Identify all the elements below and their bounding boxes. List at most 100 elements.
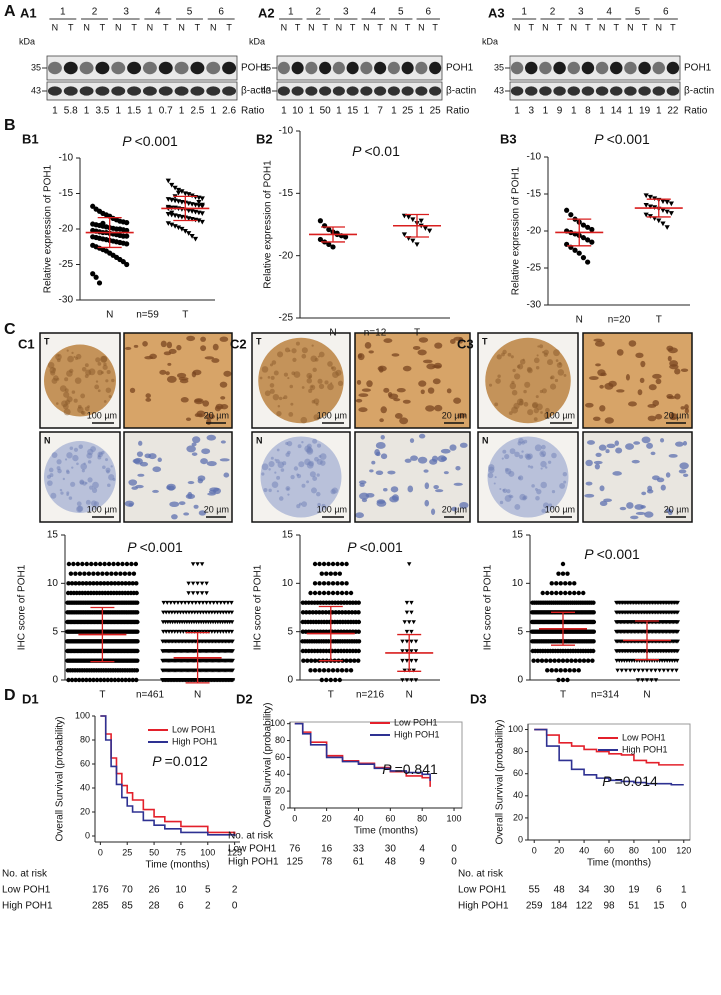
core-texture bbox=[543, 352, 548, 357]
blot-band bbox=[47, 61, 62, 75]
ratio-value: 1 bbox=[147, 106, 153, 117]
data-point bbox=[115, 561, 121, 567]
data-point bbox=[175, 190, 182, 196]
x-tick-label: 100 bbox=[651, 845, 666, 855]
data-point bbox=[674, 668, 679, 673]
nucleus bbox=[402, 399, 411, 404]
y-tick-label: -15 bbox=[527, 189, 542, 200]
nucleus bbox=[652, 399, 660, 407]
core-texture bbox=[103, 400, 107, 403]
core-texture bbox=[108, 394, 112, 399]
risk-count: 2 bbox=[232, 885, 238, 896]
nucleus bbox=[166, 485, 171, 490]
data-point bbox=[348, 590, 354, 596]
y-tick-label: 15 bbox=[512, 530, 524, 541]
core-texture bbox=[56, 466, 61, 471]
core-texture bbox=[493, 482, 496, 485]
data-point bbox=[576, 250, 582, 256]
blot-band bbox=[319, 86, 332, 96]
nucleus bbox=[211, 358, 220, 363]
data-point bbox=[545, 590, 550, 596]
nucleus bbox=[128, 479, 138, 486]
core-texture bbox=[524, 453, 530, 459]
nucleus bbox=[183, 512, 190, 516]
core-texture bbox=[539, 344, 544, 349]
blot-band bbox=[610, 61, 623, 75]
data-point bbox=[356, 600, 361, 605]
data-point bbox=[66, 677, 71, 683]
data-point bbox=[76, 581, 82, 586]
data-point bbox=[320, 610, 325, 615]
scale-label: 20 µm bbox=[664, 504, 689, 514]
data-point bbox=[539, 658, 545, 663]
data-point bbox=[204, 591, 209, 596]
nucleus bbox=[399, 417, 409, 425]
data-point bbox=[124, 220, 130, 226]
nucleus bbox=[387, 470, 396, 475]
data-point bbox=[192, 610, 197, 615]
data-point bbox=[84, 561, 89, 567]
data-point bbox=[558, 581, 563, 586]
data-point bbox=[409, 639, 414, 644]
nucleus bbox=[369, 469, 374, 473]
data-point bbox=[554, 581, 559, 586]
x-axis-label: Time (months) bbox=[145, 860, 209, 871]
data-point bbox=[356, 648, 361, 654]
data-point bbox=[116, 677, 121, 683]
risk-count: 16 bbox=[321, 844, 333, 855]
data-point bbox=[344, 658, 349, 663]
target-label: POH1 bbox=[241, 63, 269, 74]
risk-count: 85 bbox=[122, 901, 134, 912]
core-texture bbox=[553, 349, 560, 357]
core-texture bbox=[557, 369, 565, 376]
data-point bbox=[568, 212, 574, 218]
core-texture bbox=[296, 504, 301, 509]
data-point bbox=[172, 600, 177, 605]
data-point bbox=[113, 571, 119, 576]
y-axis-label: IHC score of POH1 bbox=[253, 564, 264, 650]
nucleus bbox=[192, 436, 201, 444]
nucleus bbox=[682, 441, 688, 446]
x-tick-label: 60 bbox=[385, 813, 395, 823]
data-point bbox=[161, 600, 166, 605]
data-point bbox=[343, 234, 349, 240]
panel-label: B3 bbox=[500, 131, 517, 146]
blot-band bbox=[553, 86, 566, 96]
data-point bbox=[585, 237, 591, 243]
data-point bbox=[615, 668, 620, 673]
data-point bbox=[98, 581, 103, 586]
data-point bbox=[218, 600, 224, 605]
data-point bbox=[353, 610, 358, 615]
blot-band bbox=[415, 61, 428, 75]
data-point bbox=[623, 668, 629, 673]
blot-band bbox=[174, 61, 189, 75]
risk-count: 76 bbox=[289, 844, 301, 855]
data-point bbox=[221, 610, 226, 615]
core-texture bbox=[311, 344, 314, 347]
core-texture bbox=[330, 382, 333, 385]
core-texture bbox=[527, 367, 533, 374]
core-texture bbox=[508, 470, 515, 477]
nucleus bbox=[674, 393, 681, 400]
data-point bbox=[356, 639, 362, 644]
y-tick-label: 5 bbox=[287, 626, 293, 637]
data-point bbox=[335, 590, 340, 596]
legend-label: Low POH1 bbox=[394, 717, 438, 727]
core-texture bbox=[273, 370, 279, 376]
lane-sublabel: N bbox=[542, 22, 549, 32]
data-point bbox=[653, 668, 658, 673]
data-point bbox=[86, 571, 92, 576]
core-texture bbox=[293, 466, 299, 471]
data-point bbox=[100, 220, 106, 226]
lane-sublabel: N bbox=[571, 22, 578, 32]
nucleus bbox=[599, 485, 605, 492]
data-point bbox=[165, 221, 171, 226]
data-point bbox=[330, 561, 336, 567]
core-texture bbox=[504, 494, 512, 502]
lane-sublabel: N bbox=[656, 22, 663, 32]
target-label: β-actin bbox=[446, 86, 476, 97]
blot-band bbox=[539, 86, 552, 96]
data-point bbox=[186, 629, 192, 634]
data-point bbox=[195, 581, 200, 586]
core-texture bbox=[261, 463, 269, 471]
